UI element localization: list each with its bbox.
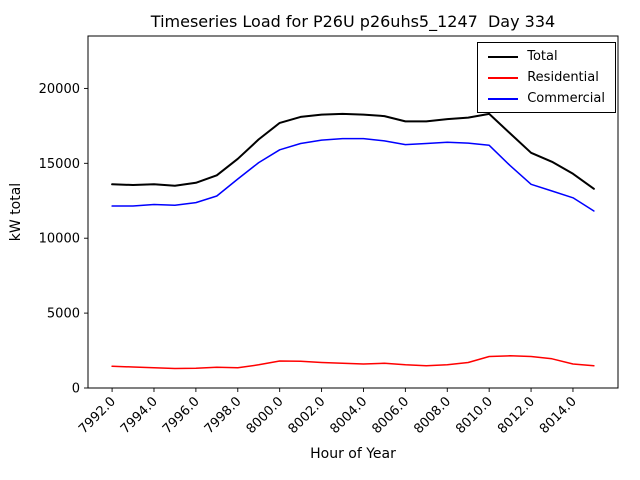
- y-axis-label: kW total: [8, 182, 24, 242]
- x-axis-label: Hour of Year: [310, 446, 396, 462]
- legend-label-commercial: Commercial: [527, 91, 605, 106]
- x-tick-label: 8010.0: [453, 394, 496, 437]
- x-tick-label: 8008.0: [411, 394, 454, 437]
- x-tick-label: 7998.0: [202, 394, 245, 437]
- x-tick-label: 8014.0: [537, 394, 580, 437]
- legend: Total Residential Commercial: [477, 42, 616, 113]
- legend-label-residential: Residential: [527, 70, 599, 85]
- x-tick-label: 8004.0: [328, 394, 371, 437]
- y-tick-label: 10000: [39, 232, 80, 247]
- x-tick-label: 8000.0: [244, 394, 287, 437]
- legend-line-residential: [488, 76, 519, 79]
- x-tick-label: 7992.0: [76, 394, 119, 437]
- legend-label-total: Total: [527, 49, 558, 64]
- y-tick-label: 20000: [39, 82, 80, 97]
- y-tick-label: 5000: [47, 307, 80, 322]
- x-tick-label: 8006.0: [369, 394, 412, 437]
- series-line-total: [111, 112, 595, 190]
- y-tick-label: 15000: [39, 157, 80, 172]
- series-line-residential: [111, 355, 595, 370]
- axes-frame: [87, 35, 619, 389]
- chart-title: Timeseries Load for P26U p26uhs5_1247 Da…: [150, 12, 556, 31]
- x-tick-label: 7994.0: [118, 394, 161, 437]
- legend-line-commercial: [488, 97, 519, 100]
- x-tick-label: 8002.0: [286, 394, 329, 437]
- legend-item-commercial: Commercial: [488, 91, 605, 106]
- series-line-commercial: [111, 137, 595, 212]
- legend-item-total: Total: [488, 49, 605, 64]
- x-tick-label: 7996.0: [160, 394, 203, 437]
- legend-item-residential: Residential: [488, 70, 605, 85]
- x-tick-label: 8012.0: [495, 394, 538, 437]
- y-tick-label: 0: [72, 382, 80, 397]
- legend-line-total: [488, 55, 519, 58]
